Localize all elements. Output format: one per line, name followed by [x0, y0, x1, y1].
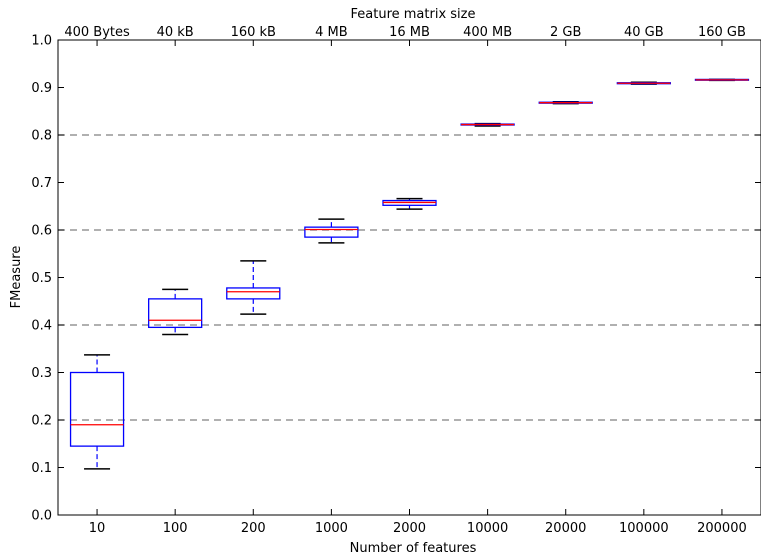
top-tick-label: 4 MB	[315, 25, 348, 40]
x-tick-label: 10	[89, 521, 106, 536]
y-axis-label: FMeasure	[9, 246, 24, 309]
iqr-box	[69, 371, 125, 447]
top-axis-ticks: 400 Bytes 40 kB 160 kB 4 MB 16 MB 400 MB 2 GB 4…	[64, 25, 746, 46]
x-axis-ticks: 10 100 200 1000 2000 10000 20000 100000 200000	[89, 509, 747, 536]
y-tick-label: 0.4	[31, 319, 52, 334]
iqr-box	[148, 298, 203, 329]
top-tick-label: 160 kB	[231, 25, 276, 40]
box-100	[148, 288, 203, 336]
y-tick-label: 0.1	[31, 461, 52, 476]
box-20000	[538, 101, 593, 105]
grid-lines	[58, 134, 761, 421]
x-tick-label: 100	[163, 521, 188, 536]
y-tick-label: 1.0	[31, 34, 52, 49]
y-tick-label: 0.9	[31, 81, 52, 96]
y-tick-label: 0.5	[31, 271, 52, 286]
box-200	[226, 260, 281, 315]
y-tick-label: 0.3	[31, 366, 52, 381]
x-axis-label: Number of features	[350, 541, 477, 556]
box-10	[69, 354, 125, 470]
top-axis-label: Feature matrix size	[351, 7, 476, 22]
box-2000	[382, 197, 437, 210]
y-tick-label: 0.0	[31, 509, 52, 524]
top-tick-label: 40 GB	[624, 25, 664, 40]
box-200000	[694, 78, 750, 82]
x-tick-label: 2000	[393, 521, 426, 536]
top-tick-label: 2 GB	[550, 25, 581, 40]
box-series	[69, 78, 750, 470]
y-tick-label: 0.2	[31, 414, 52, 429]
x-tick-label: 10000	[467, 521, 508, 536]
box-100000	[616, 81, 671, 85]
y-tick-label: 0.7	[31, 176, 52, 191]
box-1000	[304, 218, 359, 244]
x-tick-label: 1000	[315, 521, 348, 536]
box-10000	[460, 122, 515, 127]
iqr-box	[304, 226, 359, 238]
top-tick-label: 400 MB	[463, 25, 512, 40]
x-tick-label: 20000	[545, 521, 586, 536]
iqr-box	[226, 287, 281, 300]
top-tick-label: 400 Bytes	[64, 25, 130, 40]
x-tick-label: 200	[241, 521, 266, 536]
y-tick-label: 0.6	[31, 224, 52, 239]
top-tick-label: 160 GB	[698, 25, 746, 40]
y-axis-ticks: 0.0 0.1 0.2 0.3 0.4 0.5 0.6 0.7 0.8 0.9 1.0	[31, 34, 761, 524]
y-tick-label: 0.8	[31, 129, 52, 144]
x-tick-label: 200000	[697, 521, 747, 536]
top-tick-label: 40 kB	[157, 25, 194, 40]
plot-frame	[57, 39, 761, 516]
x-tick-label: 100000	[619, 521, 669, 536]
top-tick-label: 16 MB	[389, 25, 430, 40]
